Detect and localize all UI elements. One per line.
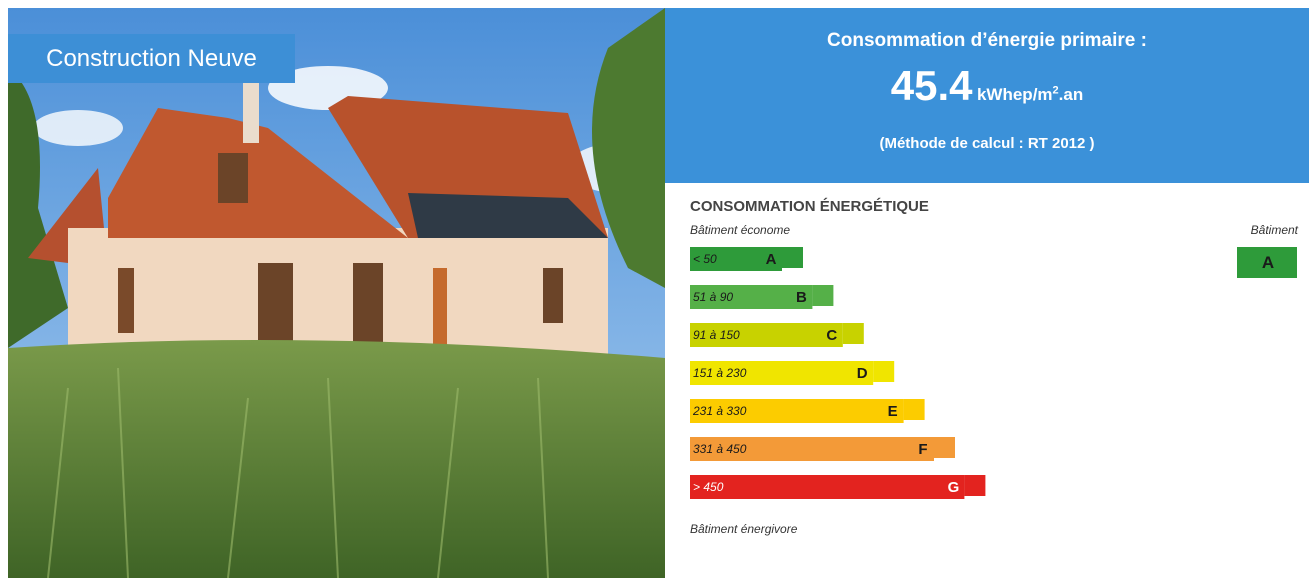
class-bar (690, 475, 964, 499)
class-bar-tip (782, 247, 803, 268)
energy-scale: CONSOMMATION ÉNERGÉTIQUE Bâtiment économ… (665, 183, 1309, 578)
bottom-note: Bâtiment énergivore (690, 522, 798, 536)
class-letter: C (826, 327, 837, 344)
class-letter: F (918, 441, 927, 458)
class-bar-tip (812, 285, 833, 306)
class-letter: G (948, 479, 960, 496)
class-bar-tip (873, 361, 894, 382)
value-line: 45.4 kWhep/m2.an (665, 62, 1309, 110)
class-range: > 450 (693, 480, 724, 494)
house-photo (8, 8, 665, 578)
class-range: 151 à 230 (693, 366, 747, 380)
class-bar-tip (934, 437, 955, 458)
class-letter: D (857, 365, 868, 382)
class-range: 51 à 90 (693, 290, 733, 304)
class-bar-tip (843, 323, 864, 344)
class-letter: A (766, 251, 777, 268)
energy-header: Consommation d’énergie primaire : 45.4 k… (665, 8, 1309, 183)
class-letter: B (796, 289, 807, 306)
class-range: 91 à 150 (693, 328, 740, 342)
top-note: Bâtiment économe (690, 223, 790, 237)
energy-value: 45.4 (891, 62, 973, 109)
class-letter: E (888, 403, 898, 420)
class-bar-tip (964, 475, 985, 496)
class-range: 331 à 450 (693, 442, 747, 456)
building-class: A (1262, 253, 1274, 272)
scale-title: CONSOMMATION ÉNERGÉTIQUE (690, 198, 929, 215)
badge: Construction Neuve (8, 34, 295, 83)
unit-end: .an (1059, 85, 1084, 104)
unit-text: kWhep/m (977, 85, 1053, 104)
unit: kWhep/m2.an (977, 85, 1083, 104)
class-range: 231 à 330 (692, 404, 747, 418)
class-range: < 50 (693, 252, 717, 266)
class-bar-tip (904, 399, 925, 420)
building-label: Bâtiment (1251, 223, 1299, 237)
method: (Méthode de calcul : RT 2012 ) (665, 135, 1309, 152)
header-title: Consommation d’énergie primaire : (665, 30, 1309, 52)
page: Construction Neuve Consommation d’énergi… (0, 0, 1309, 578)
